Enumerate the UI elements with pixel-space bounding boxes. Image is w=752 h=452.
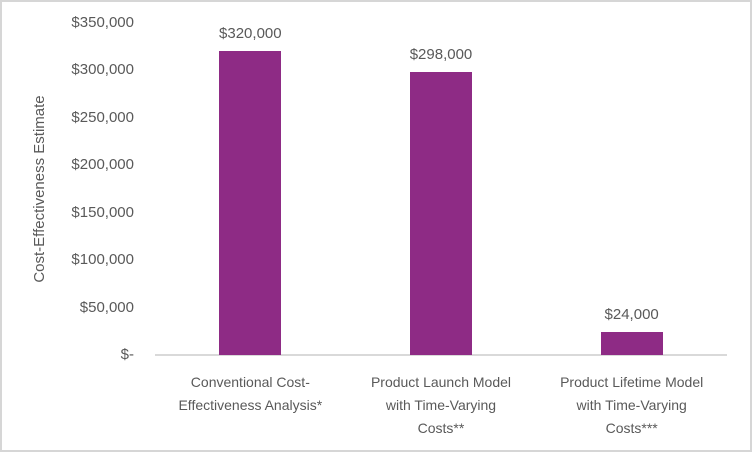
data-label: $298,000 [409, 46, 473, 64]
y-tick-label: $350,000 [71, 14, 134, 31]
bar-3 [600, 332, 663, 355]
y-tick-label: $150,000 [71, 203, 134, 221]
category-label: Product Lifetime Model with Time-Varying… [560, 374, 704, 436]
data-label: $24,000 [604, 306, 659, 324]
data-label: $320,000 [219, 25, 282, 43]
x-axis-line [155, 354, 727, 356]
category-label: Product Launch Model with Time-Varying C… [370, 374, 512, 436]
y-tick-label: $300,000 [71, 61, 134, 79]
bar-1 [219, 51, 282, 355]
y-tick-label: $- [120, 346, 134, 363]
y-tick-label: $50,000 [79, 298, 134, 316]
y-tick-label: $250,000 [71, 108, 134, 126]
bar-2 [410, 72, 472, 355]
y-tick-label: $100,000 [71, 251, 134, 269]
category-label: Conventional Cost- Effectiveness Analysi… [178, 374, 323, 413]
y-tick-label: $200,000 [71, 156, 134, 174]
